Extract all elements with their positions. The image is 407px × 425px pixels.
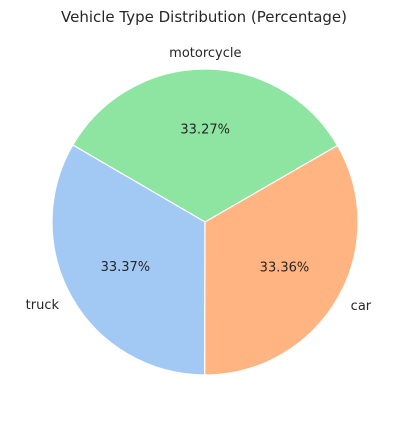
chart-title: Vehicle Type Distribution (Percentage) [61, 8, 347, 26]
category-label-car: car [351, 299, 372, 314]
category-label-motorcycle: motorcycle [169, 46, 241, 61]
pie-slice-motorcycle [71, 68, 339, 223]
pie-slices [51, 68, 359, 376]
category-label-truck: truck [26, 298, 60, 313]
percent-label-motorcycle: 33.27% [180, 123, 230, 138]
percent-label-truck: 33.37% [101, 260, 151, 275]
pie-slice-truck [51, 144, 206, 376]
pie-labels: motorcycle 33.27% truck 33.37% car 33.36% [26, 46, 372, 314]
pie-slice-car [204, 144, 359, 376]
percent-label-car: 33.36% [260, 260, 310, 275]
